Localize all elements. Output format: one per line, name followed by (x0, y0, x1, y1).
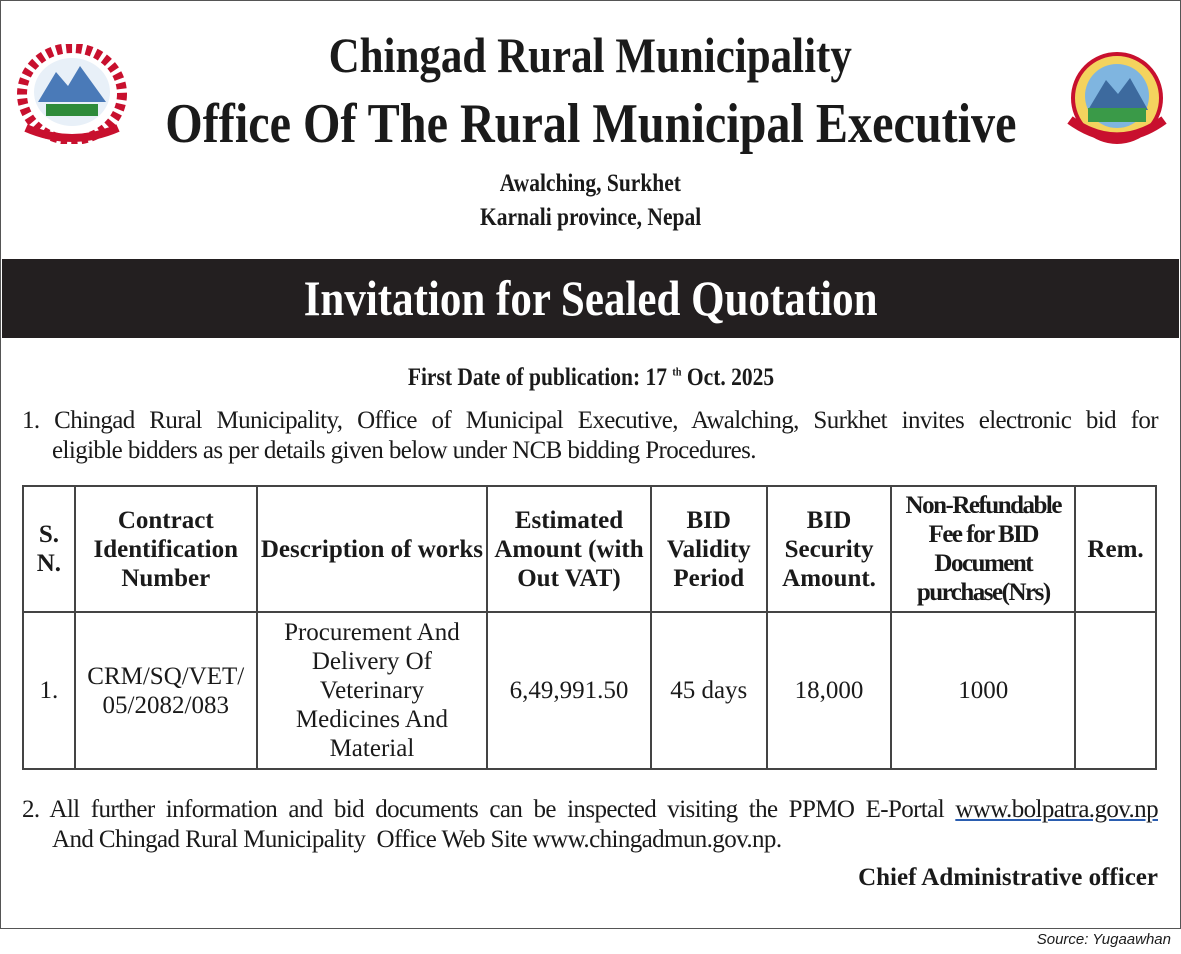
header-estimated-amount: Estimated Amount (with Out VAT) (486, 485, 652, 613)
header-validity: BID Validity Period (649, 485, 768, 613)
address-line-1: Awalching, Surkhet (499, 170, 682, 197)
cell-remarks (1074, 611, 1157, 770)
cell-estimated-amount: 6,49,991.50 (486, 611, 652, 770)
table-header-row: S. N. Contract Identification Number Des… (22, 485, 1157, 613)
source-credit: Source: Yugaawhan (1036, 931, 1171, 948)
publication-rest: Oct. 2025 (681, 364, 774, 391)
publication-label: First Date of publication: 17 (407, 364, 667, 391)
notice-banner: Invitation for Sealed Quotation (2, 259, 1179, 338)
paragraph-2-line-2: And Chingad Rural Municipality Office We… (52, 826, 782, 853)
cell-sn: 1. (22, 611, 76, 770)
cell-validity: 45 days (649, 611, 768, 770)
header-remarks: Rem. (1074, 485, 1157, 613)
header-fee: Non-Refundable Fee for BID Document purc… (890, 485, 1077, 613)
nepal-emblem-logo (17, 44, 127, 144)
header-description: Description of works (255, 485, 489, 613)
cell-fee: 1000 (890, 611, 1077, 770)
cell-security: 18,000 (765, 611, 893, 770)
bid-table: S. N. Contract Identification Number Des… (22, 485, 1157, 770)
chingad-municipality-logo (1067, 52, 1167, 144)
municipality-title: Chingad Rural Municipality (328, 27, 853, 83)
banner-title: Invitation for Sealed Quotation (303, 270, 878, 326)
paragraph-2-text: 2. All further information and bid docum… (22, 796, 956, 823)
address-line-2: Karnali province, Nepal (479, 204, 702, 231)
bolpatra-link[interactable]: www.bolpatra.gov.np (955, 796, 1158, 823)
cell-contract-id: CRM/SQ/VET/ 05/2082/083 (73, 611, 258, 770)
signature-title: Chief Administrative officer (858, 864, 1158, 891)
cell-description: Procurement And Delivery Of Veterinary M… (255, 611, 489, 770)
paragraph-1-line-2: eligible bidders as per details given be… (52, 437, 757, 464)
publication-date: First Date of publication: 17 th Oct. 20… (407, 364, 773, 392)
publication-sup: th (671, 364, 682, 379)
office-title: Office Of The Rural Municipal Executive (164, 93, 1017, 155)
paragraph-1: 1. Chingad Rural Municipality, Office of… (22, 406, 1159, 466)
paragraph-2-line-1: 2. All further information and bid docum… (22, 795, 1159, 825)
paragraph-2: 2. All further information and bid docum… (22, 795, 1159, 855)
header-contract-id: Contract Identification Number (73, 485, 258, 613)
table-row: 1. CRM/SQ/VET/ 05/2082/083 Procurement A… (22, 611, 1157, 770)
header-security: BID Security Amount. (765, 485, 893, 613)
paragraph-1-line-1: 1. Chingad Rural Municipality, Office of… (22, 407, 1159, 434)
header-sn: S. N. (22, 485, 76, 613)
